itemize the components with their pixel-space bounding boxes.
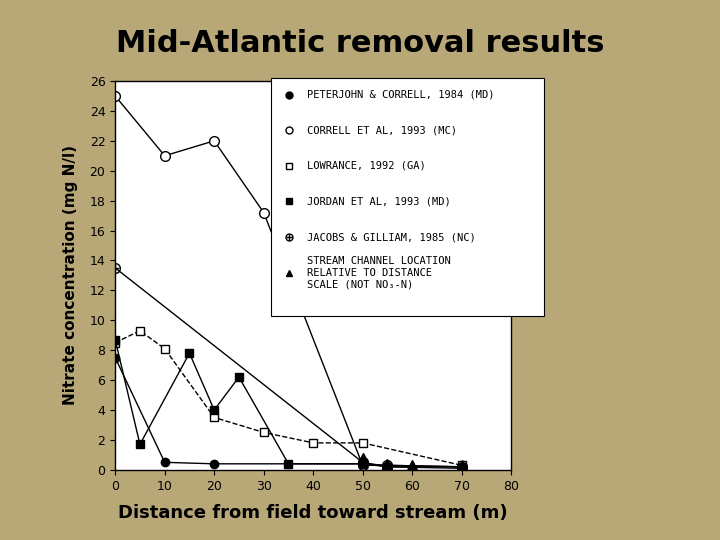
Text: PETERJOHN & CORRELL, 1984 (MD): PETERJOHN & CORRELL, 1984 (MD): [307, 90, 494, 99]
Text: CORRELL ET AL, 1993 (MC): CORRELL ET AL, 1993 (MC): [307, 125, 456, 135]
Text: JACOBS & GILLIAM, 1985 (NC): JACOBS & GILLIAM, 1985 (NC): [307, 232, 475, 242]
Text: LOWRANCE, 1992 (GA): LOWRANCE, 1992 (GA): [307, 161, 426, 171]
Text: Mid-Atlantic removal results: Mid-Atlantic removal results: [116, 29, 604, 58]
Bar: [271, 78, 544, 316]
Y-axis label: Nitrate concentration (mg N/l): Nitrate concentration (mg N/l): [63, 145, 78, 406]
Text: JORDAN ET AL, 1993 (MD): JORDAN ET AL, 1993 (MD): [307, 197, 451, 206]
Text: STREAM CHANNEL LOCATION
RELATIVE TO DISTANCE
SCALE (NOT NO₃-N): STREAM CHANNEL LOCATION RELATIVE TO DIST…: [307, 256, 451, 289]
X-axis label: Distance from field toward stream (m): Distance from field toward stream (m): [118, 504, 508, 522]
